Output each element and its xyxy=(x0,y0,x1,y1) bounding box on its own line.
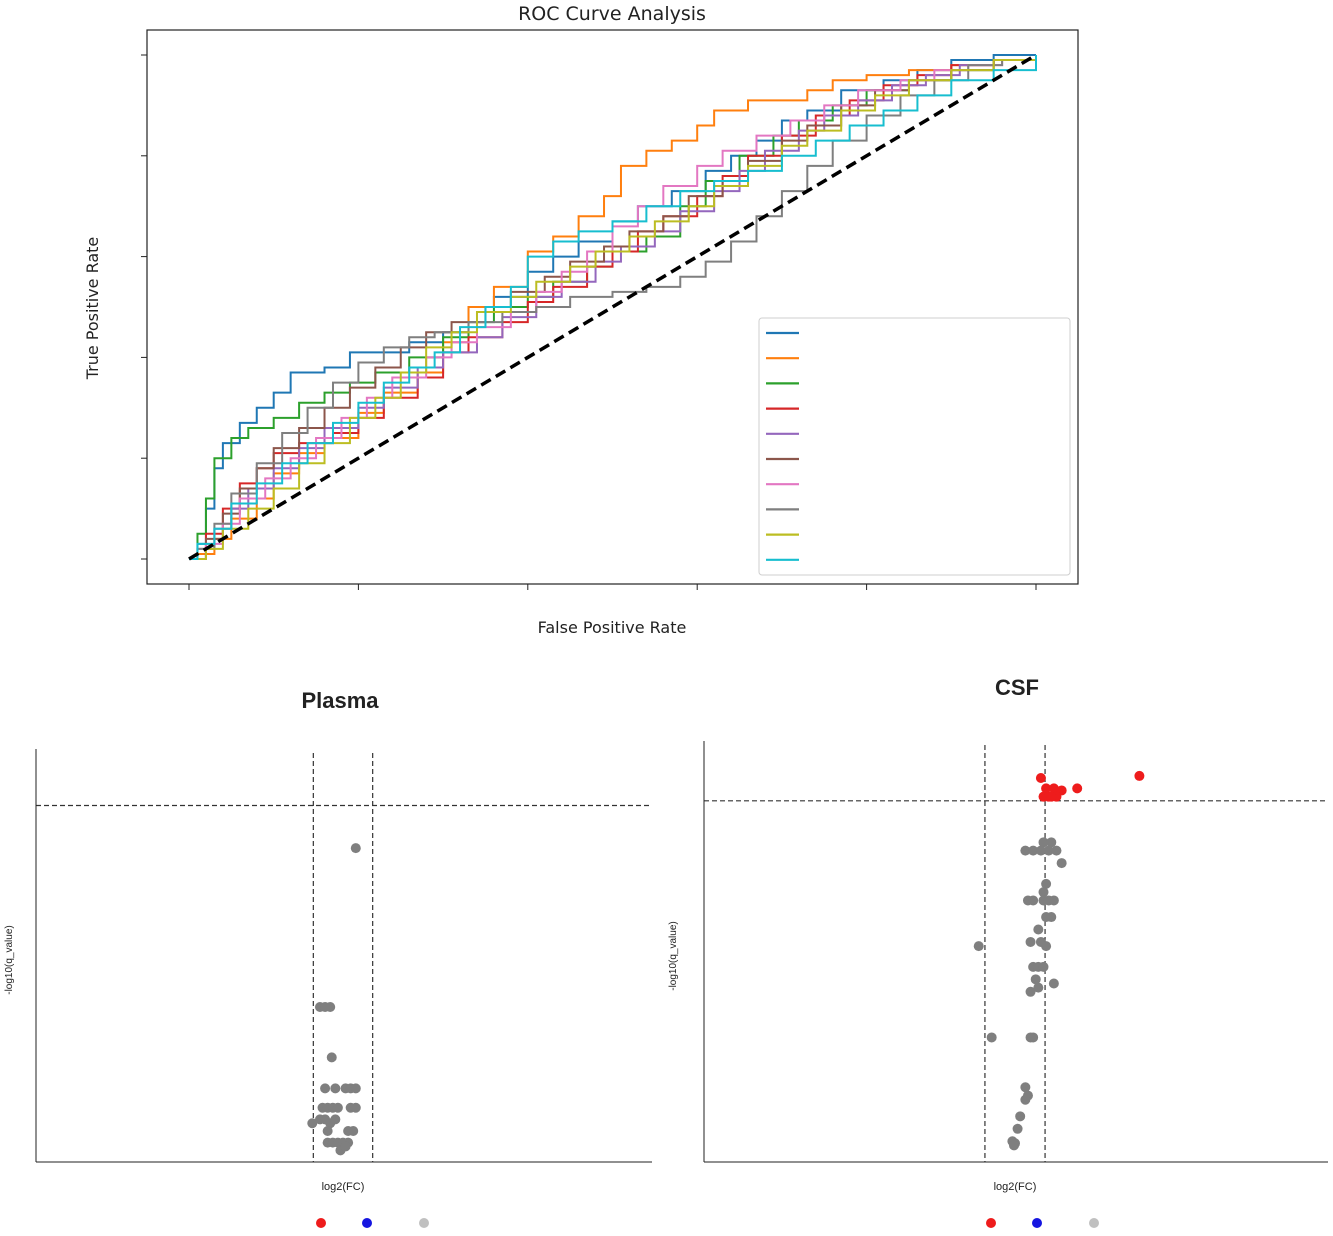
csf-point-no xyxy=(1038,961,1049,972)
csf-point-no xyxy=(1015,1111,1026,1122)
csf-point-no xyxy=(986,1032,997,1043)
csf-point-up xyxy=(1134,770,1145,781)
plasma-legend-swatch-up xyxy=(316,1218,326,1228)
csf-point-no xyxy=(1046,912,1057,923)
roc-ticks xyxy=(141,54,1037,590)
csf-legend-swatch-down xyxy=(1032,1218,1042,1228)
csf-point-no xyxy=(1020,1094,1031,1105)
csf-point-no xyxy=(1041,941,1052,952)
csf-point-no xyxy=(1035,845,1046,856)
roc-reference-line xyxy=(188,53,1037,561)
plasma-legend-swatch-down xyxy=(362,1218,372,1228)
plasma-point-no xyxy=(348,1126,359,1136)
csf-axes xyxy=(703,741,1328,1163)
csf-point-up xyxy=(1046,791,1057,802)
csf-title: CSF xyxy=(995,675,1039,700)
plasma-points xyxy=(307,843,361,1156)
plasma-title: Plasma xyxy=(301,688,379,713)
csf-point-no xyxy=(1051,845,1062,856)
plasma-ylabel: -log10(q_value) xyxy=(4,925,15,995)
plasma-point-no xyxy=(307,1118,318,1129)
csf-point-no xyxy=(1033,924,1044,935)
csf-point-up xyxy=(1041,783,1052,794)
csf-point-no xyxy=(973,941,984,952)
plasma-point-no xyxy=(322,1126,333,1136)
plasma-point-no xyxy=(350,1083,361,1094)
csf-point-no xyxy=(1020,1082,1031,1093)
csf-point-no xyxy=(1008,1140,1019,1151)
csf-points xyxy=(973,770,1145,1151)
plasma-point-no xyxy=(332,1102,343,1113)
csf-point-no xyxy=(1025,986,1036,997)
plasma-legend-swatch-no xyxy=(419,1218,429,1228)
roc-legend-box xyxy=(758,317,1071,576)
plasma-point-no xyxy=(350,1102,361,1113)
roc-legend xyxy=(758,317,1071,576)
plasma-legend xyxy=(316,1218,429,1228)
csf-point-no xyxy=(1046,837,1057,848)
csf-point-no xyxy=(1025,936,1036,947)
plasma-axes xyxy=(35,749,652,1163)
csf-point-up xyxy=(1072,783,1083,794)
csf-ylabel: -log10(q_value) xyxy=(668,921,679,991)
csf-legend xyxy=(986,1218,1099,1228)
csf-point-up xyxy=(1048,783,1059,794)
roc-series-line-8 xyxy=(189,55,1037,560)
csf-threshold-lines xyxy=(704,745,1328,1162)
csf-point-no xyxy=(1012,1123,1023,1134)
csf-point-no xyxy=(1038,887,1049,898)
roc-series-line-6 xyxy=(189,55,1037,560)
csf-point-no xyxy=(1038,837,1049,848)
roc-title: ROC Curve Analysis xyxy=(518,3,706,25)
csf-point-no xyxy=(1030,974,1041,985)
plasma-volcano-chart: Plasma log2(FC) -log10(q_value) xyxy=(4,688,652,1228)
csf-point-no xyxy=(1048,895,1059,906)
csf-point-no xyxy=(1043,845,1054,856)
roc-series-line-9 xyxy=(189,55,1037,560)
plasma-xlabel: log2(FC) xyxy=(322,1181,365,1193)
roc-chart: ROC Curve Analysis False Positive Rate T… xyxy=(83,3,1079,637)
csf-legend-swatch-up xyxy=(986,1218,996,1228)
roc-series-line-1 xyxy=(189,55,1037,560)
plasma-point-no xyxy=(330,1083,341,1094)
csf-volcano-chart: CSF log2(FC) -log10(q_value) xyxy=(668,675,1328,1228)
csf-point-no xyxy=(1020,845,1031,856)
plasma-point-no xyxy=(350,843,361,854)
csf-point-no xyxy=(1048,978,1059,989)
csf-point-no xyxy=(1028,845,1039,856)
roc-series-group xyxy=(189,54,1037,560)
csf-point-no xyxy=(1028,895,1039,906)
csf-point-no xyxy=(1028,1032,1039,1043)
plasma-point-no xyxy=(325,1002,336,1012)
roc-ylabel: True Positive Rate xyxy=(83,237,102,381)
csf-point-no xyxy=(1033,982,1044,993)
csf-legend-swatch-no xyxy=(1089,1218,1099,1228)
plasma-point-no xyxy=(326,1052,337,1063)
csf-point-up xyxy=(1035,772,1046,783)
csf-xlabel: log2(FC) xyxy=(994,1181,1037,1193)
csf-point-no xyxy=(1056,858,1067,869)
plasma-point-no xyxy=(330,1114,341,1125)
csf-point-no xyxy=(1041,878,1052,889)
plasma-point-no xyxy=(320,1083,331,1094)
roc-axes-frame xyxy=(146,29,1079,585)
roc-xlabel: False Positive Rate xyxy=(538,618,687,637)
plasma-threshold-lines xyxy=(36,753,652,1162)
plasma-point-no xyxy=(340,1141,351,1152)
roc-series-line-7 xyxy=(189,55,1037,560)
